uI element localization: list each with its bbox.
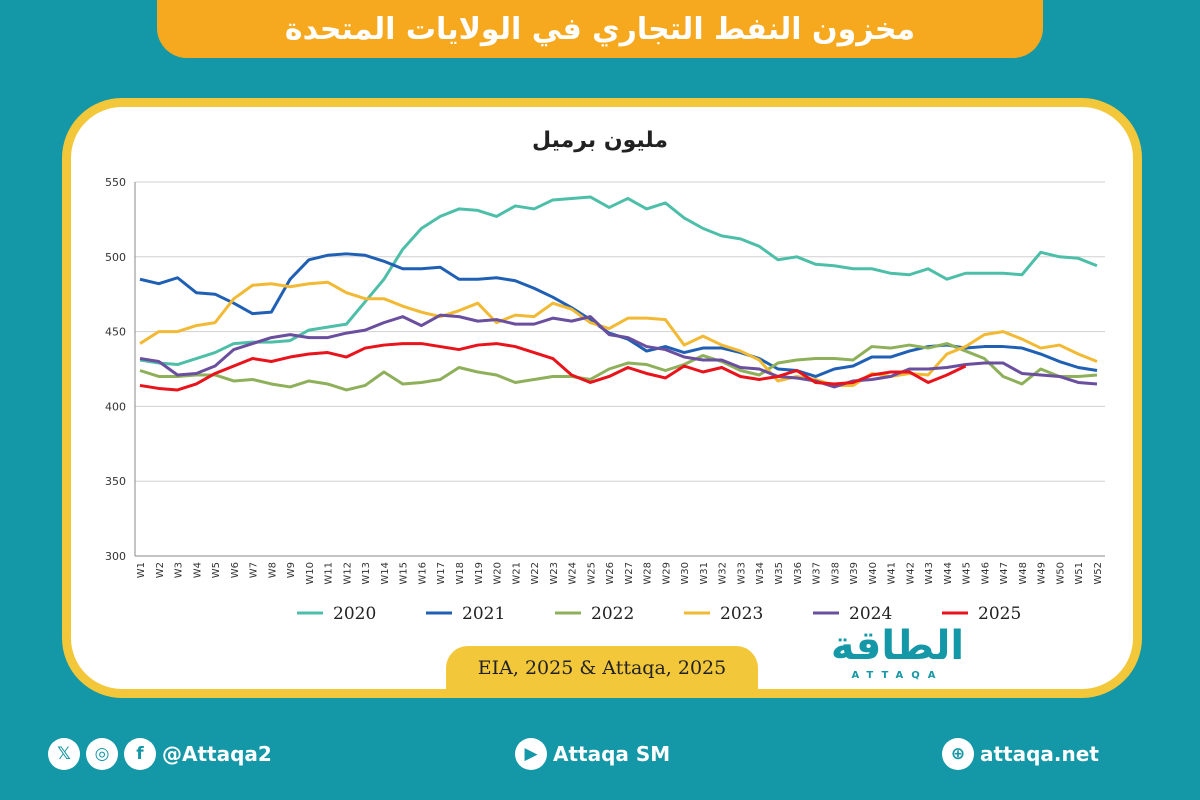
x-tick-label: W7 [249,562,260,578]
x-tick-label: W25 [586,562,597,585]
x-tick-label: W44 [943,562,954,585]
x-tick-label: W32 [718,562,729,585]
legend-label-2023: 2023 [720,604,763,624]
x-tick-label: W48 [1018,562,1029,585]
x-tick-label: W21 [511,562,522,585]
x-tick-label: W35 [774,562,785,585]
x-tick-label: W15 [399,562,410,585]
x-tick-label: W23 [549,562,560,585]
x-tick-label: W50 [1055,562,1066,585]
x-tick-label: W51 [1074,562,1085,585]
series-line-2025 [139,342,967,392]
series-line-2024 [139,313,1098,389]
x-icon[interactable]: 𝕏 [48,738,80,770]
x-tick-label: W20 [493,562,504,585]
series-line-2020 [139,195,1098,367]
x-tick-label: W18 [455,562,466,585]
x-tick-label: W11 [324,562,335,585]
x-tick-label: W47 [999,562,1010,585]
y-tick-label: 500 [105,251,126,264]
x-tick-label: W30 [680,562,691,585]
x-tick-label: W46 [980,562,991,585]
page-title: مخزون النفط التجاري في الولايات المتحدة [157,0,1043,58]
x-tick-label: W14 [380,562,391,585]
x-tick-label: W39 [849,562,860,585]
x-tick-label: W13 [361,562,372,585]
x-tick-label: W31 [699,562,710,585]
x-tick-label: W40 [868,562,879,585]
legend-label-2021: 2021 [462,604,505,624]
x-tick-label: W43 [924,562,935,585]
facebook-icon[interactable]: f [124,738,156,770]
x-tick-label: W26 [605,562,616,585]
y-tick-label: 400 [105,400,126,413]
chart-card [62,98,1142,698]
legend-label-2024: 2024 [849,604,892,624]
youtube-label[interactable]: Attaqa SM [553,742,671,766]
legend-label-2025: 2025 [978,604,1021,624]
twitter-handle[interactable]: @Attaqa2 [162,742,272,766]
x-tick-label: W27 [624,562,635,585]
chart-title: مليون برميل [532,128,668,153]
x-tick-label: W33 [736,562,747,585]
x-tick-label: W24 [568,562,579,585]
x-tick-label: W2 [155,562,166,578]
x-tick-label: W42 [905,562,916,585]
y-tick-label: 350 [105,475,126,488]
x-tick-label: W38 [830,562,841,585]
series-line-2022 [139,342,1098,392]
youtube-channel: ▶ Attaqa SM [515,738,670,770]
x-tick-label: W3 [174,562,185,578]
source-label: EIA, 2025 & Attaqa, 2025 [446,646,758,690]
x-tick-label: W9 [286,562,297,578]
x-tick-label: W19 [474,562,485,585]
website: ⊕ attaqa.net [942,738,1099,770]
attaqa-logo: الطاقة ATTAQA [810,620,985,681]
youtube-icon[interactable]: ▶ [515,738,547,770]
instagram-icon[interactable]: ◎ [86,738,118,770]
x-tick-label: W49 [1037,562,1048,585]
x-tick-label: W10 [305,562,316,585]
y-tick-label: 300 [105,550,126,563]
x-tick-label: W6 [230,562,241,578]
series-line-2023 [139,280,1098,387]
x-tick-label: W52 [1093,562,1104,585]
logo-arabic: الطاقة [830,623,965,669]
x-tick-label: W8 [267,562,278,578]
logo-latin: ATTAQA [851,670,944,681]
x-tick-label: W37 [812,562,823,585]
y-tick-label: 450 [105,326,126,339]
x-tick-label: W45 [962,562,973,585]
x-tick-label: W4 [192,562,203,578]
x-tick-label: W5 [211,562,222,578]
x-tick-label: W34 [755,562,766,585]
y-tick-label: 550 [105,176,126,189]
x-tick-label: W36 [793,562,804,585]
legend-label-2020: 2020 [333,604,376,624]
social-handles: 𝕏 ◎ f @Attaqa2 [48,738,272,770]
x-tick-label: W17 [436,562,447,585]
globe-icon[interactable]: ⊕ [942,738,974,770]
x-tick-label: W41 [887,562,898,585]
x-tick-label: W1 [136,562,147,578]
legend-label-2022: 2022 [591,604,634,624]
x-tick-label: W22 [530,562,541,585]
x-tick-label: W29 [661,562,672,585]
x-tick-label: W16 [417,562,428,585]
x-tick-label: W12 [342,562,353,585]
website-link[interactable]: attaqa.net [980,742,1099,766]
x-tick-label: W28 [643,562,654,585]
